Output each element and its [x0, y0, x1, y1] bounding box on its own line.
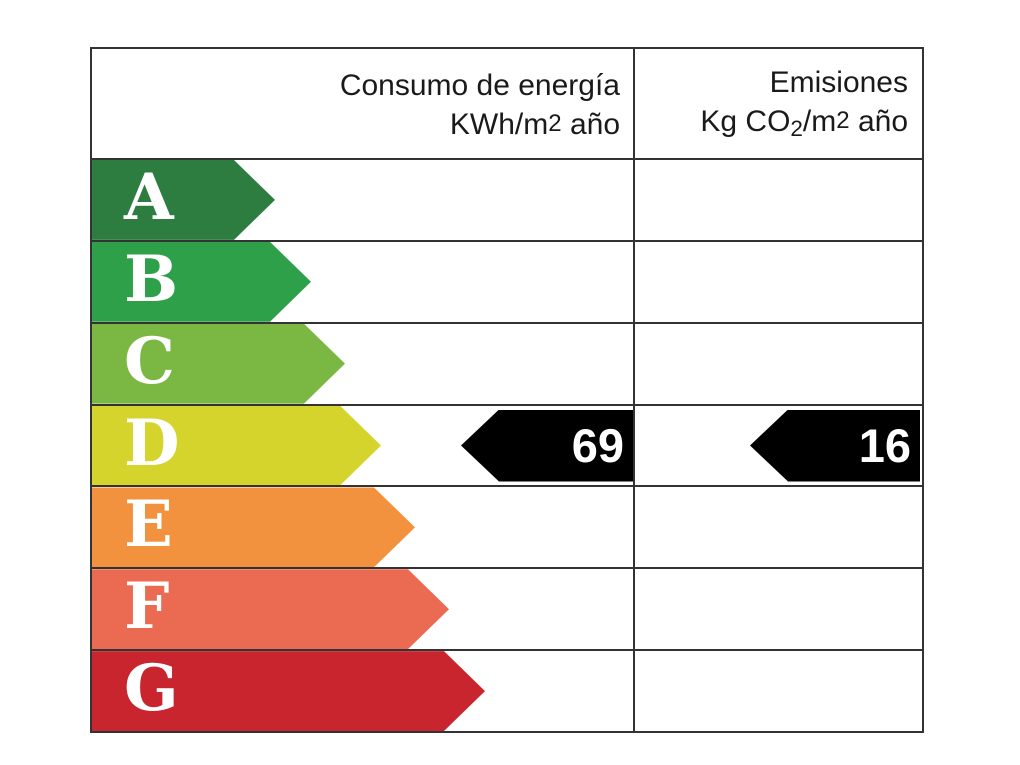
emissions-column-header: Emisiones Kg CO2/m2 año: [633, 60, 922, 148]
rating-row: C: [92, 321, 922, 404]
energy-unit-prefix: KWh/m: [449, 107, 549, 141]
rating-row: F: [92, 567, 922, 649]
rating-arrow-g-icon: G: [92, 651, 485, 731]
rating-letter: E: [124, 487, 173, 563]
consumption-indicator-left-arrow-icon: 69: [461, 409, 633, 482]
rating-letter: D: [124, 405, 180, 481]
rating-row: G: [92, 649, 922, 731]
rating-row: A: [92, 158, 922, 240]
rating-letter: F: [124, 569, 170, 645]
emissions-unit: Kg CO2/m2 año: [633, 102, 908, 148]
rating-arrow-d-icon: D: [92, 406, 381, 486]
rating-letter: B: [124, 241, 179, 317]
rating-arrow-f-icon: F: [92, 569, 449, 649]
emissions-unit-exponent: 2: [836, 106, 850, 134]
emissions-unit-mid: /m: [802, 104, 837, 138]
emissions-unit-suffix: año: [849, 104, 908, 138]
energy-rating-table: Consumo de energía KWh/m2 año Emisiones …: [90, 47, 924, 733]
emissions-unit-subscript: 2: [790, 115, 803, 141]
consumption-value: 69: [571, 419, 624, 472]
rating-rows: A B C D 69 16 E F G: [92, 158, 922, 731]
emissions-unit-kg: Kg CO: [700, 104, 791, 138]
rating-letter: G: [124, 651, 179, 727]
rating-arrow-a-icon: A: [92, 160, 275, 240]
table-header: Consumo de energía KWh/m2 año Emisiones …: [92, 49, 922, 158]
rating-row: B: [92, 239, 922, 322]
rating-arrow-b-icon: B: [92, 242, 311, 322]
rating-arrow-c-icon: C: [92, 324, 345, 404]
rating-row: E: [92, 485, 922, 567]
column-divider: [633, 49, 635, 731]
energy-title: Consumo de energía: [339, 69, 620, 103]
rating-letter: A: [124, 159, 174, 235]
emissions-value: 16: [858, 419, 911, 472]
rating-letter: C: [124, 323, 175, 399]
rating-row: D 69 16: [92, 403, 922, 486]
rating-arrow-e-icon: E: [92, 487, 415, 567]
energy-unit-exponent: 2: [548, 110, 562, 138]
energy-unit-suffix: año: [561, 107, 620, 141]
emissions-title: Emisiones: [769, 65, 908, 99]
emissions-indicator-left-arrow-icon: 16: [750, 409, 920, 482]
energy-column-header: Consumo de energía KWh/m2 año: [92, 63, 633, 144]
energy-unit: KWh/m2 año: [92, 105, 620, 144]
